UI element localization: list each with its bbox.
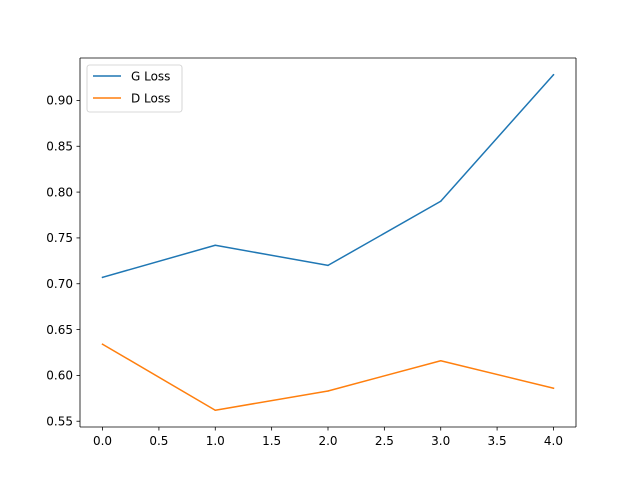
x-tick-label: 3.0: [431, 434, 450, 448]
x-tick-label: 2.5: [375, 434, 394, 448]
x-tick-label: 4.0: [544, 434, 563, 448]
plot-area: [80, 58, 576, 427]
y-tick-label: 0.70: [46, 277, 73, 291]
data-point-d-loss: [552, 387, 555, 389]
legend-label-d-loss: D Loss: [131, 91, 170, 105]
data-point-d-loss: [327, 390, 329, 392]
data-point-d-loss: [439, 359, 442, 362]
x-axis-ticks: 0.0 0.5 1.0 1.5 2.0 2.5 3.0 3.5 4.0: [93, 427, 563, 448]
data-point-g-loss: [552, 74, 555, 76]
data-point-d-loss: [214, 409, 217, 411]
x-tick-label: 1.5: [262, 434, 281, 448]
series-layer: [101, 73, 555, 411]
data-point-d-loss: [101, 343, 104, 345]
y-tick-label: 0.85: [46, 140, 73, 154]
x-tick-label: 1.0: [206, 434, 225, 448]
legend-label-g-loss: G Loss: [131, 69, 170, 83]
x-tick-label: 0.5: [149, 434, 168, 448]
data-point-g-loss: [214, 244, 217, 246]
y-tick-label: 0.80: [46, 185, 73, 199]
y-tick-label: 0.75: [46, 231, 73, 245]
y-tick-label: 0.90: [46, 94, 73, 108]
x-tick-label: 0.0: [93, 434, 112, 448]
y-tick-label: 0.65: [46, 323, 73, 337]
data-point-g-loss: [327, 264, 329, 267]
y-axis-ticks: 0.55 0.60 0.65 0.70 0.75 0.80 0.85 0.90: [46, 94, 80, 429]
data-point-g-loss: [439, 200, 442, 203]
legend: G Loss D Loss: [86, 64, 183, 113]
y-tick-label: 0.55: [46, 415, 73, 429]
x-tick-label: 3.5: [488, 434, 507, 448]
y-tick-label: 0.60: [46, 369, 73, 383]
data-point-g-loss: [101, 276, 104, 279]
x-tick-label: 2.0: [318, 434, 337, 448]
